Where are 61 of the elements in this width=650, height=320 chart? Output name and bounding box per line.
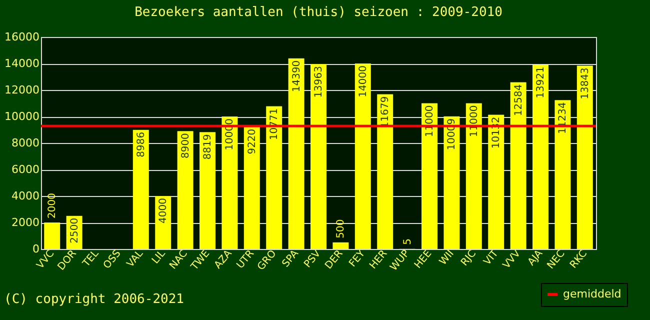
data-label: 13921 xyxy=(536,66,546,98)
y-tick-label: 4000 xyxy=(12,190,40,202)
bar xyxy=(332,242,349,249)
data-label: 4000 xyxy=(158,198,170,224)
x-tick-label: TEL xyxy=(80,248,102,270)
bar xyxy=(510,82,526,249)
data-label: 10771 xyxy=(269,108,280,140)
data-label: 13843 xyxy=(580,68,591,100)
y-tick-label: 6000 xyxy=(12,163,40,176)
data-label: 500 xyxy=(336,219,347,238)
x-tick-label: VAL xyxy=(125,248,146,270)
data-label: 2000 xyxy=(47,193,58,218)
data-label: 13963 xyxy=(314,66,324,98)
bar xyxy=(354,64,371,249)
y-tick-label: 10000 xyxy=(4,110,40,123)
x-tick-label: LIL xyxy=(150,248,168,266)
bar xyxy=(244,126,260,249)
data-label: 9220 xyxy=(246,128,258,154)
bar xyxy=(266,106,282,249)
bar xyxy=(466,103,482,249)
x-tick-label: FEY xyxy=(347,248,368,270)
bar xyxy=(310,64,326,249)
x-tick-label: VIT xyxy=(482,248,502,268)
y-tick-label: 16000 xyxy=(4,30,40,44)
y-tick-label: 12000 xyxy=(4,84,40,96)
y-tick-label: 8000 xyxy=(12,136,40,150)
x-tick-label: SPA xyxy=(280,248,301,270)
x-tick-label: AJA xyxy=(526,248,546,268)
data-label: 14000 xyxy=(358,66,369,98)
x-tick-label: WII xyxy=(438,248,456,268)
bar xyxy=(288,58,304,249)
data-label: 12584 xyxy=(513,84,524,116)
bar xyxy=(422,103,438,249)
data-label: 5 xyxy=(402,238,414,245)
bar xyxy=(532,64,548,249)
text: (C) copyright 2006-2021 xyxy=(4,292,184,307)
x-tick-label: RJC xyxy=(459,248,478,268)
bar xyxy=(444,116,460,249)
data-label: 8986 xyxy=(136,132,147,158)
data-label: 8900 xyxy=(180,133,192,159)
legend-label: gemiddeld xyxy=(563,288,622,300)
data-label: 2500 xyxy=(69,218,80,244)
data-label: 11000 xyxy=(424,105,436,138)
bar xyxy=(132,130,149,249)
data-label: 11234 xyxy=(558,102,569,134)
bar xyxy=(377,94,394,249)
y-tick-label: 2000 xyxy=(12,216,40,229)
data-label: 11000 xyxy=(468,105,480,138)
bar xyxy=(177,131,194,249)
bar xyxy=(200,132,216,249)
data-label: 14390 xyxy=(291,60,302,92)
bar xyxy=(222,116,238,249)
y-tick-label: 14000 xyxy=(4,57,40,70)
bar xyxy=(488,114,504,249)
x-tick-label: VVV xyxy=(501,248,523,272)
bar xyxy=(576,66,593,249)
chart-title: Bezoekers aantallen (thuis) seizoen : 2009-2010 xyxy=(134,5,502,20)
bar xyxy=(44,222,60,249)
data-label: 8819 xyxy=(202,134,214,160)
bar xyxy=(554,100,571,249)
x-tick-label: UTR xyxy=(234,248,257,271)
